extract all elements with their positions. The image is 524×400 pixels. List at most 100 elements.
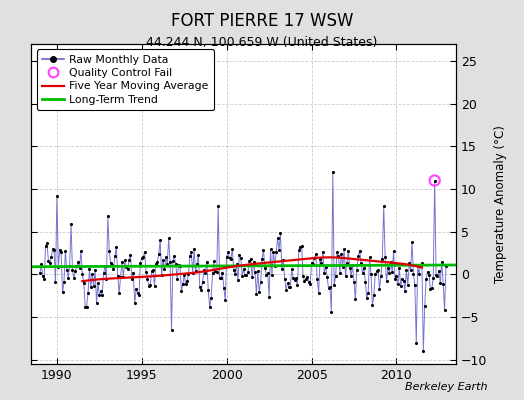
Point [397, 283, 405, 290]
Point [306, 281, 314, 287]
Point [412, 340, 420, 346]
Point [78, 271, 86, 278]
Point [214, 203, 222, 209]
Point [394, 281, 402, 287]
Point [387, 259, 395, 265]
Point [116, 274, 125, 280]
Point [71, 268, 80, 274]
Point [317, 260, 325, 266]
Point [53, 193, 61, 199]
Point [163, 260, 171, 267]
Point [344, 248, 353, 254]
Point [230, 266, 238, 273]
Point [432, 271, 440, 278]
Point [324, 285, 333, 292]
Point [121, 257, 129, 263]
Point [341, 272, 350, 279]
Point [421, 302, 429, 309]
Point [433, 273, 442, 280]
Point [114, 273, 122, 279]
Point [332, 273, 340, 280]
Point [292, 275, 300, 282]
Point [402, 267, 410, 273]
Point [310, 255, 319, 262]
Point [398, 276, 406, 282]
Point [385, 270, 394, 276]
Point [199, 278, 207, 285]
Point [408, 239, 416, 246]
Point [57, 249, 66, 255]
Point [104, 213, 112, 220]
Point [327, 309, 335, 315]
Point [430, 177, 439, 184]
Point [36, 270, 44, 276]
Point [336, 270, 344, 276]
Point [293, 282, 302, 289]
Point [160, 266, 169, 272]
Point [180, 272, 189, 278]
Point [75, 264, 84, 271]
Point [361, 279, 369, 285]
Point [74, 258, 82, 265]
Point [185, 253, 194, 259]
Point [166, 259, 174, 265]
Point [110, 266, 118, 272]
Point [354, 253, 363, 259]
Point [147, 268, 156, 275]
Text: Berkeley Earth: Berkeley Earth [405, 382, 487, 392]
Point [86, 284, 95, 291]
Point [133, 290, 141, 296]
Point [350, 279, 358, 285]
Point [201, 270, 210, 276]
Point [359, 265, 368, 271]
Point [280, 276, 289, 282]
Point [436, 280, 444, 286]
Point [149, 267, 157, 273]
Point [68, 267, 77, 274]
Point [111, 252, 119, 259]
Point [383, 278, 391, 284]
Point [272, 249, 280, 255]
Point [339, 264, 347, 270]
Text: 44.244 N, 100.659 W (United States): 44.244 N, 100.659 W (United States) [146, 36, 378, 49]
Point [302, 276, 310, 282]
Point [66, 262, 74, 269]
Point [330, 282, 339, 288]
Point [207, 294, 215, 301]
Point [278, 265, 286, 272]
Point [326, 284, 334, 290]
Point [249, 259, 258, 266]
Point [265, 294, 274, 300]
Point [435, 268, 443, 274]
Point [337, 250, 345, 257]
Point [64, 274, 72, 281]
Point [81, 304, 90, 310]
Point [177, 288, 185, 294]
Point [279, 256, 288, 263]
Point [369, 292, 378, 298]
Point [61, 247, 70, 254]
Point [165, 235, 173, 241]
Point [221, 297, 230, 304]
Point [264, 270, 272, 276]
Point [314, 289, 323, 296]
Point [190, 246, 198, 252]
Point [417, 262, 425, 268]
Point [392, 272, 401, 279]
Point [347, 272, 355, 279]
Point [423, 268, 432, 275]
Point [60, 279, 68, 285]
Point [124, 265, 132, 272]
Point [140, 249, 149, 256]
Point [355, 247, 364, 254]
Point [167, 327, 176, 333]
Point [378, 256, 387, 262]
Point [256, 279, 265, 285]
Point [269, 248, 278, 255]
Point [418, 260, 426, 266]
Point [312, 251, 320, 257]
Point [210, 258, 218, 264]
Point [290, 277, 299, 284]
Point [159, 256, 167, 263]
Point [430, 177, 439, 184]
